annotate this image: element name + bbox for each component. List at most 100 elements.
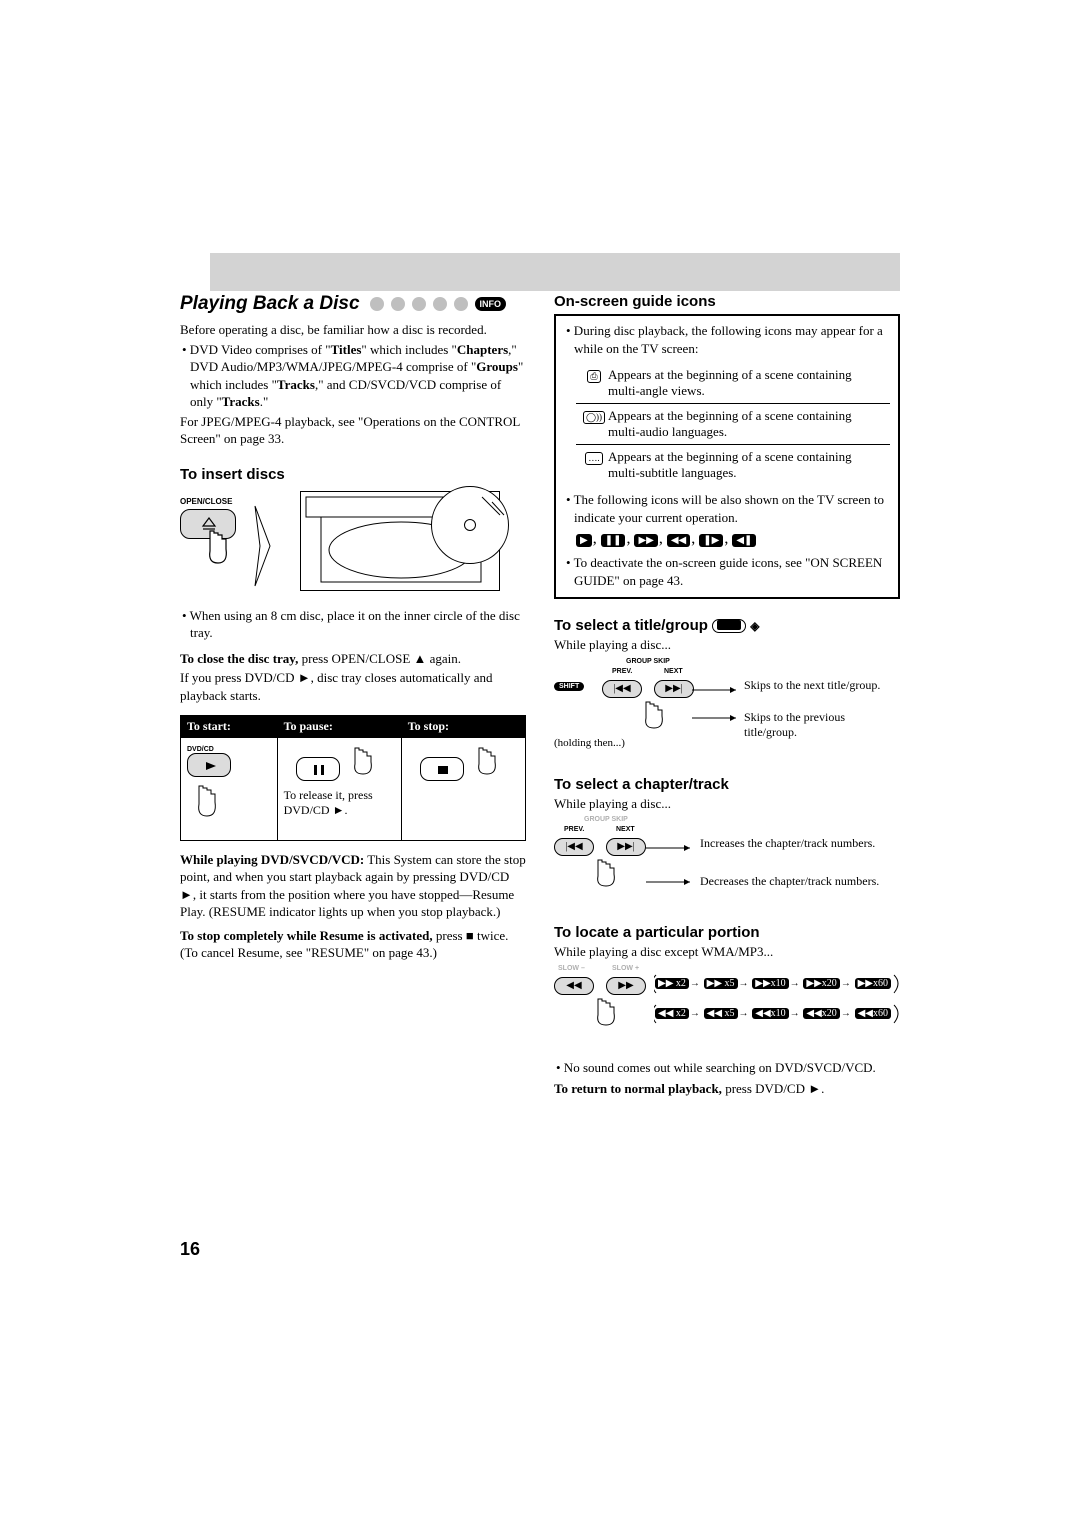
dvd-audio-icon: ◈ — [750, 619, 759, 633]
group-skip-label: GROUP SKIP — [626, 658, 670, 665]
onscreen-icons-frame: • During disc playback, the following ic… — [554, 314, 900, 599]
hand-icon — [467, 746, 507, 782]
right-column: On-screen guide icons • During disc play… — [554, 293, 900, 1098]
next-button-illustration: ▶▶| — [654, 680, 694, 698]
slow-minus-label: SLOW – — [558, 965, 585, 972]
next-label-2: NEXT — [616, 826, 635, 833]
header-gray-bar — [210, 253, 900, 291]
left-column: Playing Back a Disc INFO Before operatin… — [180, 293, 526, 1098]
release-text: To release it, press DVD/CD ►. — [284, 788, 395, 818]
select-title-heading: To select a title/group ◈ — [554, 617, 900, 634]
heading-text: To select a title/group — [554, 617, 708, 634]
group-skip-faded: GROUP SKIP — [584, 816, 628, 823]
page-number: 16 — [180, 1239, 200, 1260]
icon-desc: Appears at the beginning of a scene cont… — [608, 408, 886, 440]
dot — [370, 297, 384, 311]
info-badge: INFO — [475, 297, 507, 311]
dot — [433, 297, 447, 311]
hand-icon — [198, 523, 238, 573]
search-speed-diagram: SLOW – SLOW + ◀◀ ▶▶ ▶▶ x2→ ▶▶ x5→ ▶▶x10→… — [554, 965, 900, 1055]
title-group-nav-diagram: GROUP SKIP PREV. NEXT SHIFT |◀◀ ▶▶| Skip… — [554, 658, 900, 758]
intro-text: Before operating a disc, be familiar how… — [180, 321, 526, 339]
play-button-illustration — [187, 753, 231, 777]
arrow-lines — [692, 682, 742, 742]
hand-icon — [187, 782, 227, 828]
title-row: Playing Back a Disc INFO — [180, 293, 526, 315]
prev-button-illustration: |◀◀ — [554, 838, 594, 856]
jpeg-note: For JPEG/MPEG-4 playback, see "Operation… — [180, 413, 526, 448]
multi-audio-icon: ◯)) — [583, 411, 605, 424]
disc-tray-illustration — [300, 491, 500, 591]
play-icon: ▶ — [576, 534, 592, 547]
skip-prev-text: Skips to the previous title/group. — [744, 710, 900, 741]
insert-discs-heading: To insert discs — [180, 466, 526, 483]
resume-play-text: While playing DVD/SVCD/VCD: This System … — [180, 851, 526, 921]
step-fwd-icon: ❚▶ — [699, 534, 723, 547]
multi-subtitle-icon: …. — [585, 452, 602, 465]
while-playing-1: While playing a disc... — [554, 636, 900, 654]
rew-button-illustration: ◀◀ — [554, 977, 594, 995]
icon-desc: Appears at the beginning of a scene cont… — [608, 449, 886, 481]
bullet-text: • DVD Video comprises of "Titles" which … — [180, 341, 526, 411]
icon-desc: Appears at the beginning of a scene cont… — [608, 367, 886, 399]
close-tray-text: To close the disc tray, press OPEN/CLOSE… — [180, 650, 526, 668]
following-icons-text: • The following icons will be also shown… — [564, 491, 890, 526]
onscreen-intro: • During disc playback, the following ic… — [564, 322, 890, 357]
disc-type-dots: INFO — [370, 295, 507, 313]
multi-angle-icon: ⎙ — [587, 370, 600, 383]
shift-button: SHIFT — [554, 682, 584, 691]
disc-illustration — [431, 486, 509, 564]
start-cell: DVD/CD — [181, 737, 278, 840]
disc-structure-bullet: • DVD Video comprises of "Titles" which … — [180, 341, 526, 411]
while-playing-2: While playing a disc... — [554, 795, 900, 813]
decrease-text: Decreases the chapter/track numbers. — [700, 874, 879, 890]
next-button-illustration: ▶▶| — [606, 838, 646, 856]
stop-cell — [401, 737, 525, 840]
prev-button-illustration: |◀◀ — [602, 680, 642, 698]
deactivate-text: • To deactivate the on-screen guide icon… — [564, 554, 890, 589]
no-sound-note: • No sound comes out while searching on … — [554, 1059, 900, 1077]
return-normal-text: To return to normal playback, press DVD/… — [554, 1080, 900, 1098]
rew-icon: ◀◀ — [667, 534, 690, 547]
while-playing-3: While playing a disc except WMA/MP3... — [554, 943, 900, 961]
hand-icon — [343, 746, 383, 782]
select-chapter-heading: To select a chapter/track — [554, 776, 900, 793]
col-stop: To stop: — [401, 715, 525, 737]
chapter-track-nav-diagram: GROUP SKIP PREV. NEXT |◀◀ ▶▶| Increases … — [554, 816, 900, 906]
icon-row-subtitle: …. Appears at the beginning of a scene c… — [576, 445, 890, 485]
dvdcd-label: DVD/CD — [187, 746, 271, 753]
main-title: Playing Back a Disc — [180, 293, 360, 315]
dot — [454, 297, 468, 311]
icon-row-audio: ◯)) Appears at the beginning of a scene … — [576, 404, 890, 445]
step-back-icon: ◀❚ — [732, 534, 756, 547]
arrow-lines — [646, 840, 696, 896]
auto-close-text: If you press DVD/CD ►, disc tray closes … — [180, 669, 526, 704]
pause-cell: To release it, press DVD/CD ►. — [277, 737, 401, 840]
col-pause: To pause: — [277, 715, 401, 737]
locate-portion-heading: To locate a particular portion — [554, 924, 900, 941]
skip-next-text: Skips to the next title/group. — [744, 678, 880, 694]
holding-text: (holding then...) — [554, 736, 625, 750]
prev-label-2: PREV. — [564, 826, 584, 833]
page-content: Playing Back a Disc INFO Before operatin… — [180, 293, 900, 1098]
hand-icon — [614, 700, 694, 750]
arrow-icon — [250, 496, 290, 596]
ff-icon: ▶▶ — [634, 534, 657, 547]
remote-only-badge — [712, 619, 746, 633]
stop-button-illustration — [420, 757, 464, 781]
loop-arrows — [654, 971, 904, 1031]
pause-icon: ❚❚ — [601, 534, 626, 547]
onscreen-heading: On-screen guide icons — [554, 293, 900, 310]
dot — [412, 297, 426, 311]
icon-row-angle: ⎙ Appears at the beginning of a scene co… — [576, 363, 890, 404]
hand-icon — [570, 997, 640, 1043]
open-close-label: OPEN/CLOSE — [180, 497, 232, 506]
stop-completely-text: To stop completely while Resume is activ… — [180, 927, 526, 962]
ff-button-illustration: ▶▶ — [606, 977, 646, 995]
operation-icons-row: ▶, ❚❚, ▶▶, ◀◀, ❚▶, ◀❚ — [564, 530, 890, 548]
insert-disc-diagram: OPEN/CLOSE — [180, 491, 526, 601]
8cm-disc-note: • When using an 8 cm disc, place it on t… — [180, 607, 526, 642]
increase-text: Increases the chapter/track numbers. — [700, 836, 875, 852]
playback-controls-table: To start: To pause: To stop: DVD/CD — [180, 715, 526, 841]
pause-button-illustration — [296, 757, 340, 781]
